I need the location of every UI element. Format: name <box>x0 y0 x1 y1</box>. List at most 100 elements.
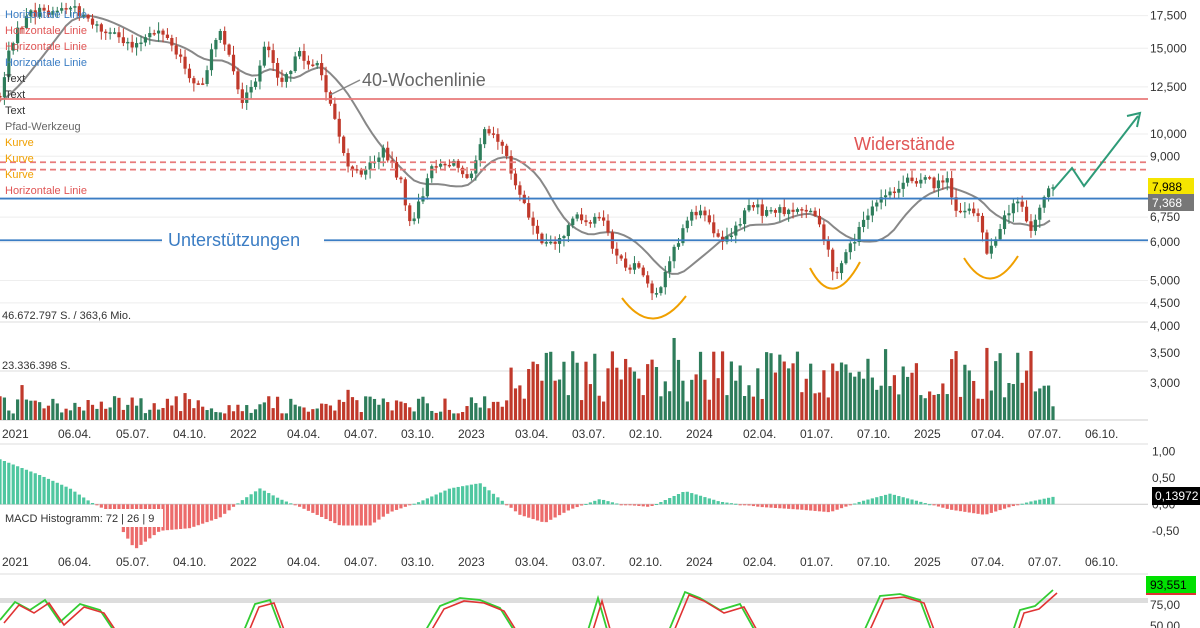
candle-body <box>668 261 672 272</box>
volume-bar <box>55 403 59 420</box>
candle <box>557 234 562 253</box>
volume-bar <box>42 408 46 420</box>
candle-body <box>218 30 222 40</box>
volume-bar <box>99 401 103 420</box>
macd-bar <box>923 503 927 505</box>
macd-bar <box>90 502 95 505</box>
macd-bar <box>756 504 760 507</box>
macd-bar <box>562 504 566 513</box>
candle-body <box>416 201 421 219</box>
volume-bar <box>333 410 337 420</box>
macd-bar <box>535 504 540 521</box>
volume-bar <box>346 389 350 420</box>
candle <box>55 6 59 18</box>
candle-body <box>33 10 37 17</box>
candle <box>293 51 297 73</box>
candle-body <box>280 77 284 82</box>
candle-body <box>989 245 993 254</box>
candle-body <box>121 37 125 44</box>
candle-body <box>236 71 240 90</box>
macd-bar <box>179 504 183 529</box>
candle <box>223 26 227 51</box>
macd-bar <box>161 504 165 531</box>
macd-time-axis-label: 01.07. <box>800 555 833 569</box>
candle-body <box>566 225 570 237</box>
candle-body <box>258 65 262 82</box>
candle <box>1002 210 1007 235</box>
macd-bar <box>209 504 214 521</box>
stoch-overbought-band <box>0 598 1148 603</box>
macd-bar <box>38 475 42 505</box>
macd-bar <box>540 504 544 522</box>
candle-body <box>1042 196 1046 208</box>
candle-body <box>535 225 540 234</box>
candle-body <box>465 174 469 178</box>
macd-bar <box>544 504 548 523</box>
price-tick-label: 10,000 <box>1150 127 1187 141</box>
macd-bar <box>531 504 535 520</box>
stochastic-panel: 75,00 50,00 93,551 <box>0 576 1196 628</box>
volume-bar <box>474 403 478 420</box>
macd-bar <box>967 504 971 513</box>
candle <box>253 77 258 90</box>
macd-bar <box>866 499 870 505</box>
macd-bar <box>333 504 337 524</box>
candle-body <box>540 233 544 244</box>
volume-bar <box>1042 385 1046 420</box>
volume-bar <box>60 412 64 420</box>
candle-body <box>760 204 764 216</box>
candle <box>1033 214 1037 236</box>
candle-body <box>320 63 324 76</box>
candle <box>906 173 910 187</box>
candle <box>936 173 941 198</box>
macd-bar <box>773 504 778 508</box>
candle <box>813 207 817 218</box>
candle-body <box>412 218 416 222</box>
candle-body <box>932 177 936 189</box>
macd-bar <box>1046 497 1051 505</box>
candle <box>989 238 993 259</box>
candle <box>408 203 412 227</box>
macd-bar <box>989 504 993 513</box>
candle-body <box>624 258 628 268</box>
candle <box>628 264 632 274</box>
candle-body <box>381 147 385 158</box>
volume-bar <box>716 378 720 420</box>
volume-bar <box>628 367 632 420</box>
volume-bar <box>646 364 650 420</box>
candle <box>315 60 319 69</box>
candle <box>121 28 125 47</box>
candle-body <box>822 224 826 241</box>
macd-bar <box>192 504 196 527</box>
time-axis-label: 05.07. <box>116 427 149 441</box>
macd-time-axis-label: 2021 <box>2 555 29 569</box>
legend-item: Pfad-Werkzeug <box>5 121 81 133</box>
volume-bar <box>756 368 760 420</box>
candle-body <box>355 169 359 171</box>
candle <box>187 63 192 83</box>
macd-bar <box>302 504 306 509</box>
volume-bar <box>681 380 685 420</box>
volume-bar <box>447 409 451 420</box>
candle-body <box>7 50 11 78</box>
volume-bar <box>958 396 963 420</box>
candle <box>152 29 156 36</box>
time-axis-label: 2022 <box>230 427 257 441</box>
macd-bar <box>906 498 910 505</box>
volume-bar <box>787 368 791 420</box>
macd-bar <box>1002 504 1007 509</box>
candle <box>275 57 280 86</box>
macd-bar <box>1042 498 1046 505</box>
macd-bar <box>619 504 623 506</box>
price-tick-label: 6,750 <box>1150 210 1180 224</box>
candle-body <box>690 211 694 221</box>
volume-bar <box>1051 406 1055 420</box>
macd-bar <box>579 504 584 506</box>
volume-bar <box>443 398 447 420</box>
volume-bar <box>214 412 218 420</box>
candle <box>364 166 368 180</box>
volume-bar <box>703 379 707 420</box>
macd-time-axis-label: 04.07. <box>344 555 377 569</box>
macd-bar <box>624 504 628 506</box>
macd-bar <box>575 504 579 508</box>
